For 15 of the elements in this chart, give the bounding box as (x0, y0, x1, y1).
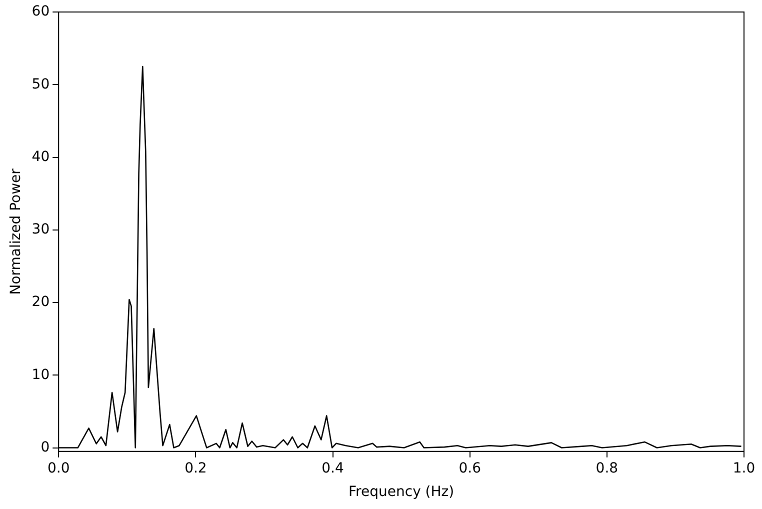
y-tick-label: 0 (40, 439, 50, 456)
y-tick-label: 50 (32, 76, 50, 92)
y-tick-label: 10 (32, 366, 50, 383)
y-axis-title: Normalized Power (8, 168, 24, 295)
x-tick-label: 0.4 (322, 460, 344, 476)
y-tick-label: 20 (32, 294, 50, 310)
x-tick-label: 1.0 (732, 460, 756, 476)
x-tick-label: 0.8 (596, 460, 618, 476)
x-axis-title: Frequency (Hz) (348, 484, 454, 500)
x-tick-label: 0.0 (47, 460, 70, 476)
y-tick-label: 60 (32, 4, 50, 20)
x-tick-label: 0.2 (184, 460, 207, 476)
x-tick-label: 0.6 (458, 460, 482, 476)
y-tick-label: 30 (32, 222, 50, 238)
y-tick-label: 40 (32, 148, 50, 165)
